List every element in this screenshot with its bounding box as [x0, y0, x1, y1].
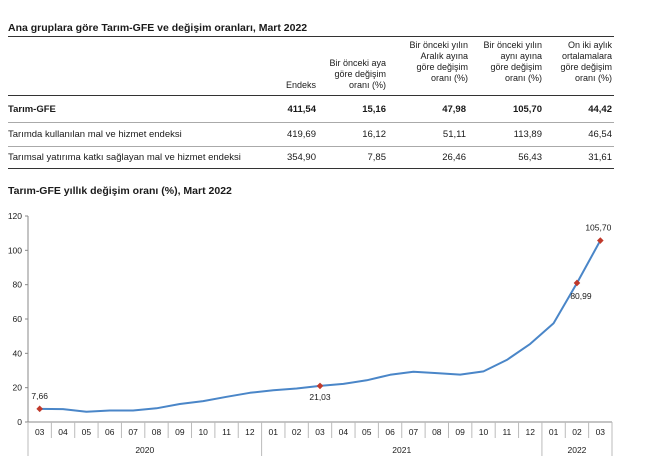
row-value: 56,43 — [518, 152, 542, 163]
header-december-line: Aralık ayına — [420, 51, 468, 61]
y-tick-label: 60 — [13, 314, 23, 324]
x-tick-label: 11 — [222, 427, 231, 437]
data-marker — [36, 405, 43, 413]
row-value: 16,12 — [362, 129, 386, 140]
y-tick-label: 120 — [8, 211, 22, 221]
x-tick-label: 12 — [245, 427, 255, 437]
x-tick-label: 01 — [549, 427, 559, 437]
header-index: Endeks — [248, 80, 316, 91]
year-label: 2022 — [567, 445, 586, 455]
x-tick-label: 01 — [269, 427, 279, 437]
y-tick-label: 20 — [13, 383, 23, 393]
year-label: 2020 — [135, 445, 154, 455]
header-monthly-line: oranı (%) — [348, 80, 386, 90]
row-divider — [8, 146, 614, 147]
y-tick-label: 100 — [8, 245, 22, 255]
data-marker — [573, 279, 581, 287]
x-tick-label: 04 — [58, 427, 68, 437]
row-value: 354,90 — [286, 152, 316, 163]
row-value: 15,16 — [362, 104, 386, 115]
header-avg-line: göre değişim — [560, 62, 612, 72]
row-value: 7,85 — [367, 152, 387, 163]
table-title: Ana gruplara göre Tarım-GFE ve değişim o… — [8, 22, 308, 34]
header-avg-line: oranı (%) — [574, 73, 612, 83]
table-top-rule — [8, 36, 614, 37]
header-annual-change: Bir önceki yılın aynı ayına göre değişim… — [468, 40, 542, 84]
header-monthly-line: göre değişim — [334, 69, 386, 79]
row-value: 411,54 — [287, 104, 316, 115]
row-label: Tarımda kullanılan mal ve hizmet endeksi — [8, 129, 182, 140]
row-value: 31,61 — [588, 152, 612, 163]
data-label: 7,66 — [31, 391, 48, 401]
table-bottom-rule — [8, 168, 614, 169]
x-tick-label: 06 — [105, 427, 115, 437]
row-value: 26,46 — [442, 152, 466, 163]
header-monthly-change: Bir önceki aya göre değişim oranı (%) — [318, 58, 386, 91]
x-tick-label: 10 — [198, 427, 208, 437]
x-tick-label: 02 — [292, 427, 302, 437]
data-label: 105,70 — [585, 223, 611, 233]
header-annual-line: aynı ayına — [500, 51, 542, 61]
row-value: 46,54 — [588, 129, 612, 140]
x-tick-label: 07 — [409, 427, 419, 437]
x-tick-label: 03 — [315, 427, 325, 437]
header-avg-line: ortalamalara — [561, 51, 612, 61]
row-value: 44,42 — [588, 104, 612, 115]
x-tick-label: 05 — [362, 427, 372, 437]
data-marker — [316, 382, 324, 390]
header-december-line: oranı (%) — [430, 73, 468, 83]
row-value: 105,70 — [512, 104, 542, 115]
header-index-line: Endeks — [285, 80, 316, 90]
header-december-line: göre değişim — [416, 62, 468, 72]
header-annual-line: Bir önceki yılın — [483, 40, 542, 50]
data-marker — [597, 237, 604, 244]
table-header-rule — [8, 95, 614, 96]
year-label: 2021 — [392, 445, 411, 455]
y-tick-label: 80 — [13, 280, 23, 290]
x-tick-label: 08 — [432, 427, 442, 437]
header-december-line: Bir önceki yılın — [409, 40, 468, 50]
x-tick-label: 07 — [128, 427, 138, 437]
row-value: 51,11 — [442, 129, 466, 140]
header-twelve-month-avg: On iki aylık ortalamalara göre değişim o… — [544, 40, 612, 84]
row-value: 419,69 — [286, 129, 316, 140]
x-tick-label: 12 — [526, 427, 536, 437]
x-tick-label: 10 — [479, 427, 489, 437]
x-tick-label: 08 — [152, 427, 162, 437]
header-annual-line: göre değişim — [490, 62, 542, 72]
header-monthly-line: Bir önceki aya — [329, 58, 386, 68]
x-tick-label: 05 — [82, 427, 92, 437]
row-divider — [8, 122, 614, 123]
chart-title: Tarım-GFE yıllık değişim oranı (%), Mart… — [8, 185, 232, 197]
x-tick-label: 03 — [596, 427, 606, 437]
row-label: Tarımsal yatırıma katkı sağlayan mal ve … — [8, 152, 241, 163]
x-tick-label: 09 — [175, 427, 185, 437]
x-tick-label: 02 — [572, 427, 582, 437]
data-label: 21,03 — [309, 392, 331, 402]
row-value: 113,89 — [513, 129, 542, 140]
y-tick-label: 40 — [13, 348, 23, 358]
header-december-change: Bir önceki yılın Aralık ayına göre değiş… — [388, 40, 468, 84]
x-tick-label: 09 — [455, 427, 465, 437]
header-annual-line: oranı (%) — [504, 73, 542, 83]
row-label: Tarım-GFE — [8, 104, 56, 115]
row-value: 47,98 — [442, 104, 466, 115]
data-label: 80,99 — [570, 291, 592, 301]
x-tick-label: 03 — [35, 427, 45, 437]
x-tick-label: 11 — [502, 427, 511, 437]
x-tick-label: 04 — [339, 427, 349, 437]
y-tick-label: 0 — [17, 417, 22, 427]
x-tick-label: 06 — [385, 427, 395, 437]
header-avg-line: On iki aylık — [567, 40, 612, 50]
